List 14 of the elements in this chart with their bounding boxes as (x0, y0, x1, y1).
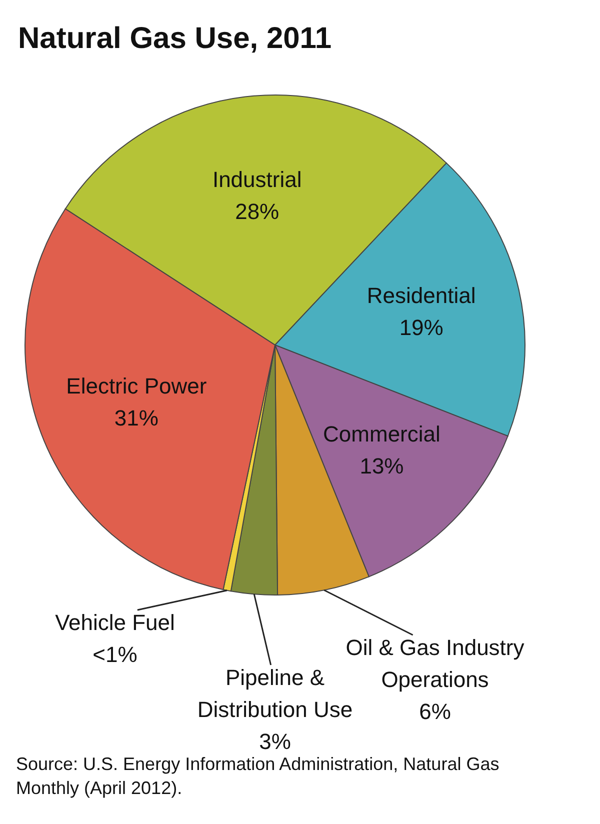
data-label: 31% (114, 405, 158, 430)
data-label: <1% (92, 642, 138, 667)
data-label: 13% (360, 453, 404, 478)
data-label: 3% (259, 729, 291, 754)
slice-label: Commercial (323, 421, 440, 446)
slice-label: Electric Power (66, 373, 207, 398)
data-label: 28% (235, 199, 280, 224)
source-note: Source: U.S. Energy Information Administration, Natural Gas Monthly (April 2012). (16, 754, 500, 798)
data-label: 19% (399, 315, 444, 340)
chart-title: Natural Gas Use, 2011 (18, 22, 332, 55)
slice-label: Residential (366, 283, 476, 308)
slice-label: Industrial (212, 167, 302, 192)
data-label: 6% (419, 699, 451, 724)
slice-label: Vehicle Fuel (55, 610, 175, 635)
